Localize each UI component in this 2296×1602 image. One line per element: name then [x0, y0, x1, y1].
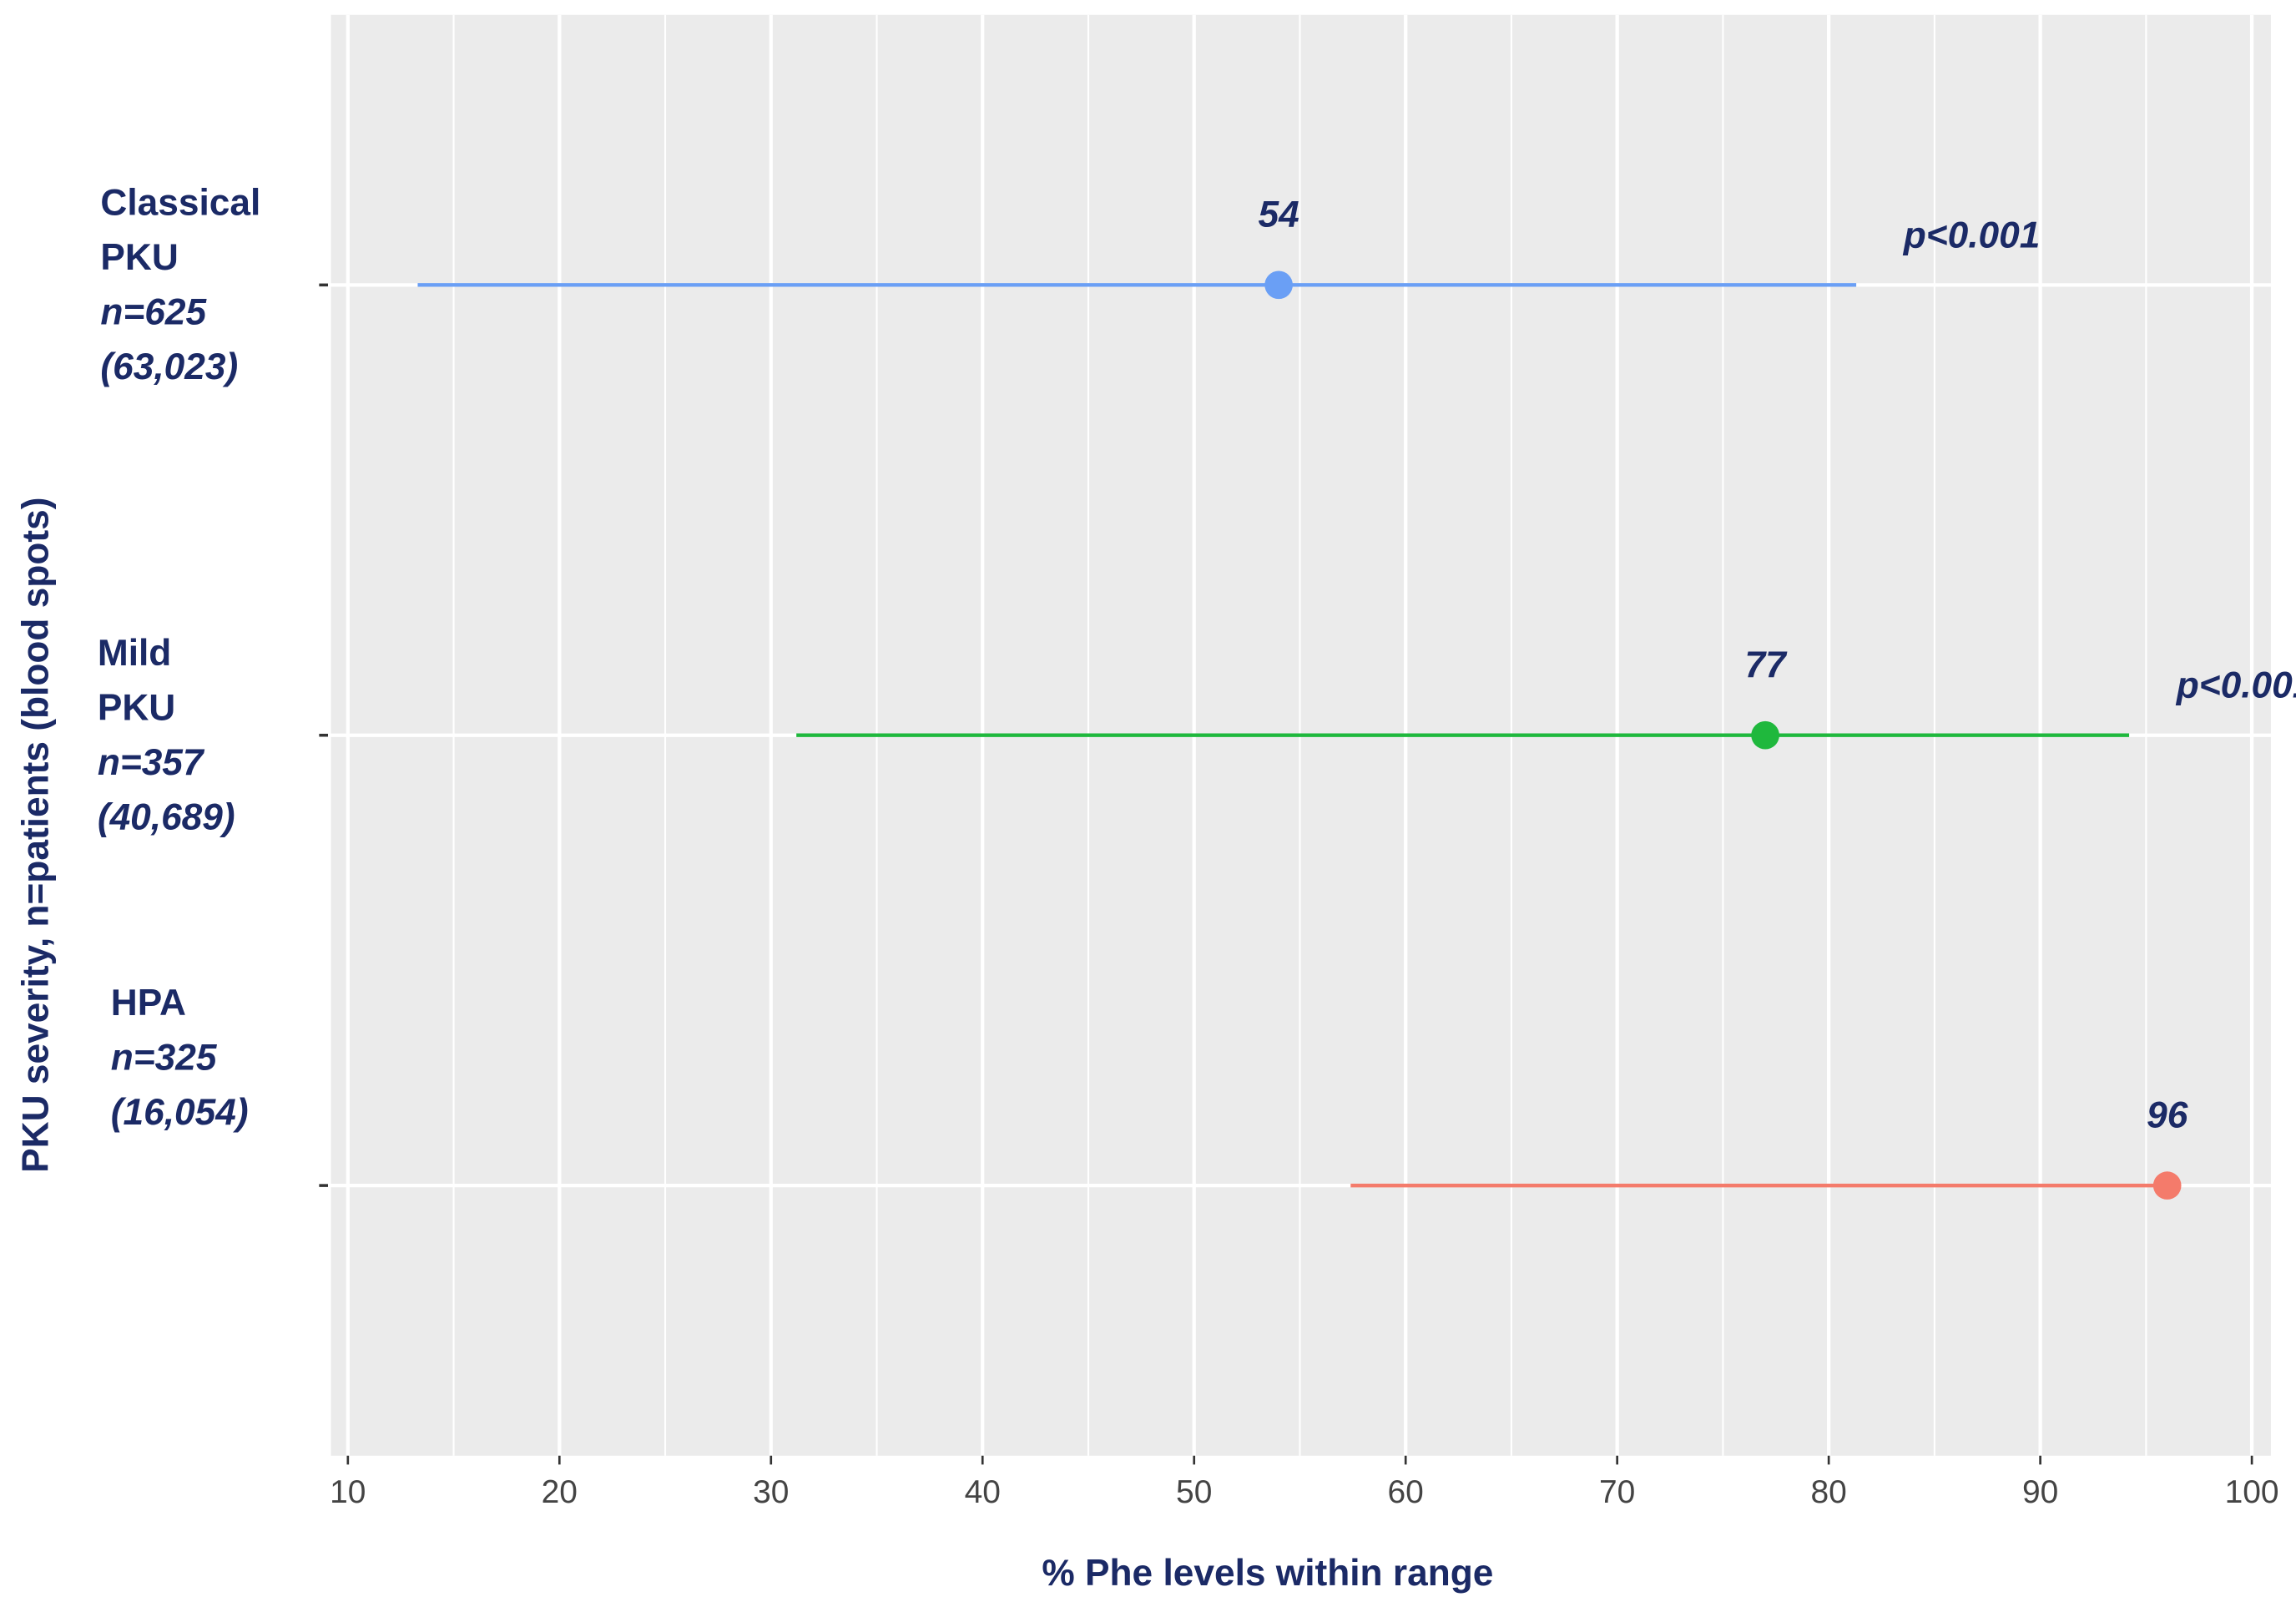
- category-label: n=625: [100, 291, 207, 332]
- median-dot: [1264, 270, 1293, 300]
- category-label: PKU: [100, 237, 178, 278]
- category-label: (63,023): [100, 346, 238, 387]
- x-tick-label: 40: [965, 1474, 1001, 1510]
- category-label: (40,689): [98, 796, 235, 837]
- category-label: Classical: [100, 182, 260, 223]
- median-dot: [1751, 720, 1779, 750]
- value-label: 77: [1744, 644, 1788, 685]
- x-tick-label: 20: [542, 1474, 578, 1510]
- y-axis-title: PKU severity, n=patients (blood spots): [16, 498, 57, 1173]
- x-tick-label: 60: [1388, 1474, 1424, 1510]
- category-label: Mild: [98, 633, 171, 674]
- x-tick-label: 100: [2225, 1474, 2279, 1510]
- x-tick-label: 30: [753, 1474, 789, 1510]
- x-tick-label: 50: [1176, 1474, 1212, 1510]
- x-tick-label: 90: [2022, 1474, 2058, 1510]
- median-dot: [2152, 1171, 2182, 1200]
- category-label: PKU: [98, 687, 175, 728]
- x-axis-title: % Phe levels within range: [1042, 1553, 1493, 1594]
- x-tick-label: 80: [1810, 1474, 1846, 1510]
- value-label: 54: [1258, 195, 1299, 235]
- p-value-label: p<0.001: [1903, 215, 2041, 255]
- value-label: 96: [2147, 1094, 2188, 1135]
- category-label: (16,054): [111, 1092, 249, 1133]
- category-label: HPA: [111, 983, 186, 1023]
- x-tick-label: 70: [1599, 1474, 1635, 1510]
- category-label: n=357: [98, 742, 205, 783]
- p-value-label: p<0.001: [2176, 665, 2296, 706]
- category-label: n=325: [111, 1037, 218, 1078]
- x-tick-label: 10: [330, 1474, 366, 1510]
